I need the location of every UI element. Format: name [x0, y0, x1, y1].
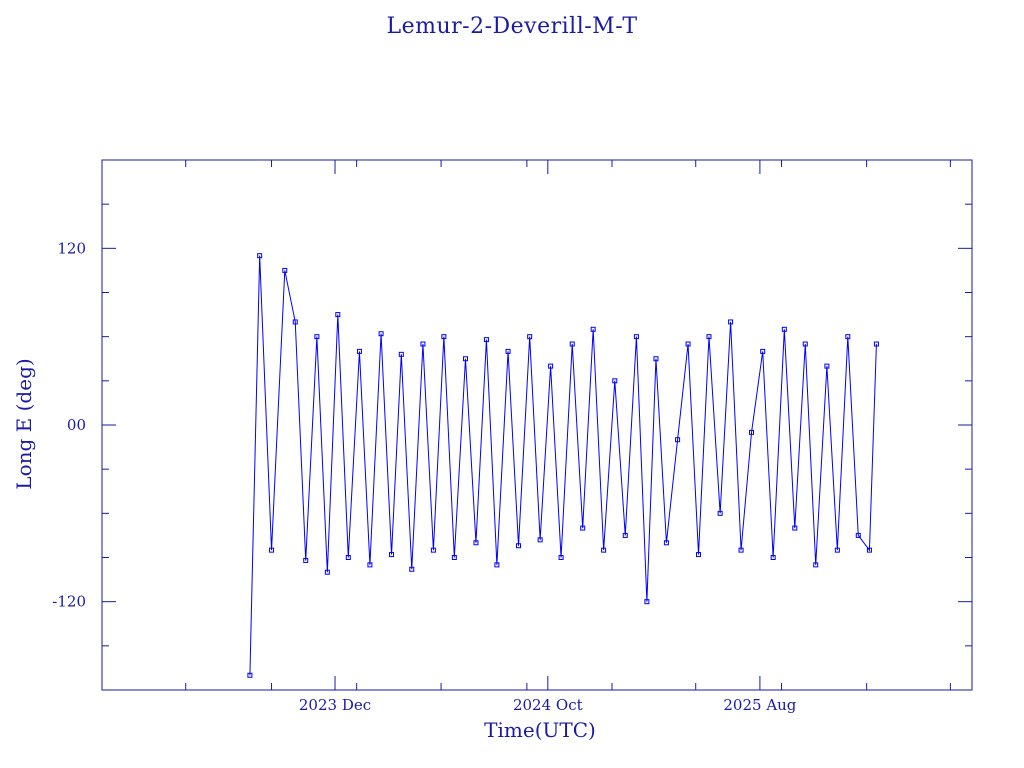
data-point: [749, 429, 755, 435]
data-point: [675, 437, 681, 443]
data-point: [537, 537, 543, 543]
data-point: [644, 599, 650, 605]
data-point: [420, 341, 426, 347]
data-point: [802, 341, 808, 347]
data-point: [601, 547, 607, 553]
data-point: [345, 555, 351, 560]
data-point: [717, 510, 723, 516]
data-point: [269, 547, 275, 553]
data-point: [824, 363, 830, 369]
data-point: [622, 532, 628, 538]
y-tick-label: 120: [57, 239, 86, 257]
data-point: [389, 552, 395, 558]
data-point: [845, 334, 851, 340]
data-point: [494, 562, 500, 568]
series-line: [249, 255, 877, 676]
data-point: [706, 334, 712, 340]
data-point: [367, 562, 373, 568]
data-point: [257, 253, 263, 259]
data-point: [873, 341, 879, 347]
chart-title: Lemur-2-Deverill-M-T: [386, 14, 638, 39]
data-point: [441, 334, 447, 340]
data-point: [792, 525, 798, 531]
data-point: [558, 555, 564, 560]
data-point: [430, 547, 436, 553]
data-point: [770, 555, 776, 560]
data-point: [378, 331, 384, 337]
y-tick-label: -120: [52, 593, 86, 611]
data-point: [760, 348, 766, 354]
data-point: [451, 555, 457, 560]
data-point: [247, 672, 253, 678]
data-point: [834, 547, 840, 553]
data-point: [855, 532, 861, 538]
data-point: [866, 547, 872, 553]
data-point: [548, 363, 554, 369]
data-point: [505, 348, 511, 354]
x-tick-label: 2025 Aug: [723, 696, 796, 714]
data-point: [728, 319, 734, 325]
data-point: [527, 334, 533, 340]
data-point: [738, 547, 744, 553]
data-point: [324, 569, 330, 575]
x-tick-label: 2024 Oct: [513, 696, 583, 714]
data-point: [292, 319, 298, 325]
data-point: [580, 525, 586, 531]
data-point: [633, 334, 639, 340]
data-point: [398, 351, 404, 357]
y-tick-label: 00: [67, 416, 86, 434]
data-point: [590, 326, 596, 332]
data-point: [781, 326, 787, 332]
data-point: [663, 540, 669, 546]
data-point: [569, 341, 575, 347]
data-point: [696, 552, 702, 558]
data-point: [685, 341, 691, 347]
data-point: [813, 562, 819, 568]
data-point: [473, 540, 479, 546]
data-point: [409, 566, 415, 572]
data-point: [335, 312, 341, 318]
data-point: [282, 267, 288, 273]
data-point: [356, 348, 362, 354]
x-tick-label: 2023 Dec: [299, 696, 371, 714]
data-point: [303, 557, 309, 563]
data-point: [612, 378, 618, 384]
plot-frame: [101, 159, 973, 691]
series-group: [247, 253, 879, 678]
data-point: [653, 356, 659, 362]
x-axis-label: Time(UTC): [484, 718, 596, 742]
data-point: [314, 334, 320, 340]
data-point: [483, 337, 489, 343]
data-point: [462, 356, 468, 362]
axis-ticks: 120 00 -120 2023 Dec 2024 Oct 2025 Aug: [52, 159, 972, 714]
data-point: [516, 543, 522, 549]
